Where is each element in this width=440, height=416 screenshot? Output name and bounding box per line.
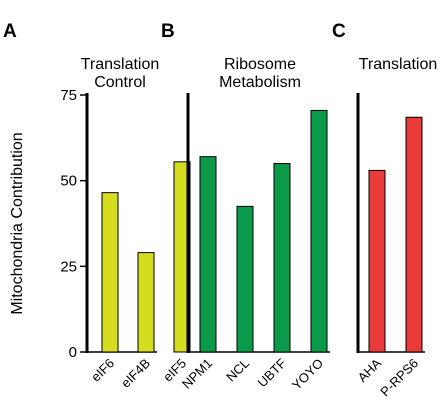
y-tick-label: 50 [60,173,77,190]
x-tick-label: eIF6 [88,356,117,385]
x-tick-label: AHA [355,355,385,385]
panel-a: A Translation Control 0 25 50 75 Mitochondria C… [3,21,191,391]
x-tick-label: UBTF [255,355,290,390]
y-tick-label: 0 [69,344,77,361]
bar [173,161,191,353]
x-tick-label: YOYO [289,356,326,393]
bar [137,252,155,353]
panel-title-line: Control [94,74,146,91]
panel-title-line: Translation [359,56,438,73]
bar [101,192,119,353]
bar [310,109,328,353]
panel-title-line: Ribosome [224,56,296,73]
panel-title-a: Translation Control [81,56,160,91]
x-tick-label: eIF4B [118,356,153,391]
x-tick-label: NPM1 [179,356,215,392]
panel-title-b: Ribosome Metabolism [219,56,301,91]
panel-title-line: Metabolism [219,74,301,91]
bar [405,116,423,353]
panel-letter-c: C [332,21,346,42]
bar [236,205,254,353]
bar [368,169,386,353]
y-axis-label: Mitochondria Contribution [9,132,26,314]
panel-letter-b: B [161,21,175,42]
bar [199,156,217,353]
panel-letter-a: A [3,21,17,42]
bar [273,163,291,353]
x-tick-label: NCL [223,356,252,385]
y-tick-label: 75 [60,87,77,104]
x-tick-label: P-RPS6 [377,356,421,400]
panel-title-line: Translation [81,56,160,73]
y-tick-label: 25 [60,258,77,275]
panel-title-c: Translation [359,56,438,73]
